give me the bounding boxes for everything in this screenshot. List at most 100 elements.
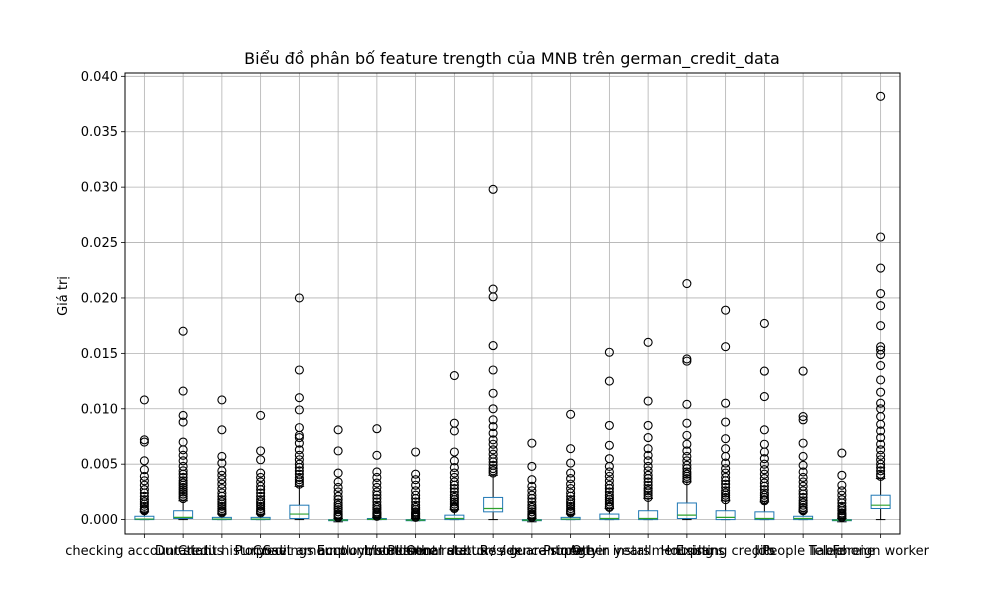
outlier-point (876, 433, 886, 443)
outlier-point (643, 492, 653, 502)
outlier-point (256, 468, 266, 478)
outlier-point (449, 492, 459, 502)
y-tick-label: 0.000 (81, 513, 118, 528)
outlier-point (759, 490, 769, 500)
outlier-point (294, 393, 304, 403)
outlier-point (604, 497, 614, 507)
outlier-point (876, 232, 886, 242)
box-item (676, 279, 697, 521)
outlier-point (604, 490, 614, 500)
outlier-point (604, 480, 614, 490)
outlier-point (217, 501, 227, 511)
outlier-point (721, 495, 731, 505)
outlier-point (372, 493, 382, 504)
outlier-point (178, 445, 188, 455)
outlier-point (449, 462, 459, 473)
outlier-point (721, 492, 731, 502)
x-tick-label: Existing credits (676, 544, 776, 559)
box-iqr (173, 510, 194, 519)
box-item (289, 293, 310, 521)
outlier-point (643, 433, 653, 443)
outlier-point (643, 456, 653, 466)
outlier-point (721, 434, 731, 444)
box-item (831, 448, 852, 523)
outlier-point (566, 508, 576, 518)
outlier-point (798, 472, 808, 483)
outlier-point (682, 279, 692, 289)
outlier-point (604, 467, 614, 477)
box-item (483, 184, 504, 521)
outlier-point (488, 292, 498, 302)
outlier-point (682, 439, 692, 449)
outlier-point (256, 488, 266, 498)
outlier-point (759, 366, 769, 376)
outlier-point (256, 472, 266, 483)
outlier-point (488, 439, 498, 449)
outlier-point (294, 405, 304, 415)
outlier-point (759, 425, 769, 435)
outlier-point (488, 421, 498, 432)
outlier-point (682, 418, 692, 428)
outlier-point (798, 438, 808, 448)
outlier-point (256, 446, 266, 456)
y-axis-ticks: 0.000 0.005 0.010 0.015 0.020 0.025 0.030 0.035… (81, 70, 125, 528)
outlier-point (449, 480, 459, 490)
outlier-point (876, 375, 886, 385)
outlier-point (294, 459, 304, 469)
outlier-point (294, 445, 304, 455)
outlier-point (798, 415, 808, 425)
outlier-point (488, 435, 498, 445)
box-item (250, 410, 271, 521)
outlier-point (566, 501, 576, 511)
outlier-point (333, 425, 343, 435)
outlier-point (217, 470, 227, 480)
outlier-point (372, 478, 382, 488)
box-iqr (715, 510, 736, 521)
outlier-point (449, 447, 459, 457)
outlier-point (798, 506, 808, 516)
outlier-point (604, 499, 614, 509)
outlier-point (217, 488, 227, 498)
outlier-point (566, 488, 576, 498)
outlier-point (643, 444, 653, 454)
outlier-point (721, 488, 731, 498)
outlier-point (411, 469, 421, 479)
outlier-point (488, 388, 498, 398)
outlier-point (217, 395, 227, 405)
outlier-point (604, 502, 614, 512)
outlier-point (256, 485, 266, 495)
outlier-point (721, 417, 731, 427)
outlier-point (294, 438, 304, 448)
outlier-point (721, 398, 731, 408)
outlier-point (604, 471, 614, 481)
y-tick-label: 0.020 (81, 291, 118, 306)
outlier-point (217, 508, 227, 518)
x-tick-label: Purpose (235, 544, 287, 559)
outlier-point (411, 480, 421, 490)
outlier-point (837, 512, 847, 522)
outlier-point (294, 365, 304, 375)
outlier-point (178, 386, 188, 396)
outlier-point (449, 456, 459, 466)
outlier-point (178, 480, 188, 490)
box-item (366, 424, 387, 521)
outlier-point (798, 489, 808, 499)
outlier-point (256, 497, 266, 507)
outlier-point (139, 506, 149, 516)
outlier-point (876, 469, 886, 479)
x-tick-label: Foreign worker (832, 544, 929, 559)
outlier-point (876, 450, 886, 460)
outlier-point (721, 458, 731, 468)
outlier-point (256, 495, 266, 505)
box-iqr (289, 504, 310, 519)
outlier-point (876, 445, 886, 455)
outlier-point (449, 497, 459, 507)
outlier-point (488, 445, 498, 455)
outlier-point (178, 410, 188, 420)
outlier-point (217, 475, 227, 485)
box-item (134, 395, 155, 521)
outlier-point (682, 451, 692, 461)
x-tick-label: checking account status (65, 544, 223, 559)
